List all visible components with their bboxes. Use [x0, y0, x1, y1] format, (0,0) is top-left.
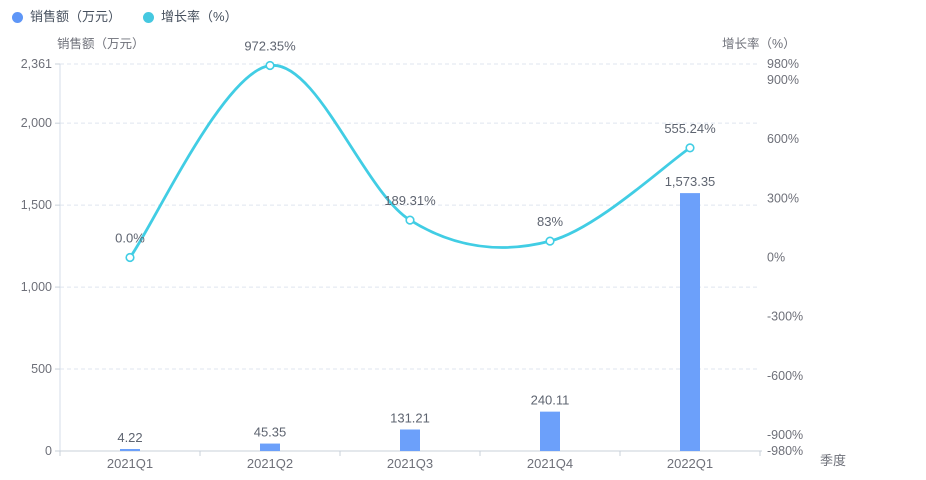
bar-label-2021Q2: 45.35 [254, 425, 287, 440]
right-axis-tick-label: 300% [767, 191, 799, 205]
bar-2021Q4[interactable] [540, 411, 560, 451]
legend-marker-growth-icon [143, 11, 155, 23]
x-axis-label: 2021Q4 [527, 456, 573, 471]
left-axis-tick-label: 2,361 [21, 57, 52, 71]
right-axis-tick-label: 0% [767, 251, 785, 265]
right-axis-tick-label: -980% [767, 444, 803, 458]
legend-item-sales[interactable]: 销售额（万元） [12, 9, 121, 25]
left-axis-tick-label: 0 [45, 444, 52, 458]
growth-line [128, 64, 692, 259]
line-label-2021Q2: 972.35% [244, 39, 296, 54]
bar-2021Q3[interactable] [400, 429, 420, 451]
legend-label-growth: 增长率（%） [161, 9, 238, 24]
line-point-2021Q3[interactable] [405, 215, 415, 225]
legend-item-growth[interactable]: 增长率（%） [143, 9, 238, 25]
left-axis-tick-label: 2,000 [21, 116, 52, 130]
left-axis-tick-label: 1,000 [21, 280, 52, 294]
bar-2021Q2[interactable] [260, 443, 280, 451]
legend-marker-sales-icon [12, 11, 23, 23]
bar-label-2021Q1: 4.22 [117, 430, 142, 445]
x-axis-label: 2021Q2 [247, 456, 293, 471]
bar-2022Q1[interactable] [680, 193, 700, 451]
right-axis-tick-label: -900% [767, 428, 803, 442]
x-axis-label: 2021Q3 [387, 456, 433, 471]
line-label-2022Q1: 555.24% [664, 121, 716, 136]
legend-label-sales: 销售额（万元） [30, 9, 122, 24]
line-label-2021Q1: 0.0% [115, 231, 145, 246]
line-point-2021Q2[interactable] [265, 60, 275, 71]
left-axis-title: 销售额（万元） [57, 37, 145, 51]
line-label-2021Q3: 189.31% [384, 193, 436, 208]
x-axis-name: 季度 [820, 453, 847, 468]
left-axis-tick-label: 1,500 [21, 198, 52, 212]
left-axis-tick-label: 500 [31, 362, 52, 376]
x-axis-label: 2021Q1 [107, 456, 153, 471]
bar-label-2021Q3: 131.21 [390, 410, 430, 425]
line-point-2021Q4[interactable] [545, 236, 555, 246]
bar-label-2022Q1: 1,573.35 [665, 174, 716, 189]
right-axis-tick-label: 980% [767, 57, 799, 71]
line-point-2021Q1[interactable] [125, 252, 135, 263]
bar-label-2021Q4: 240.11 [531, 393, 570, 408]
line-label-2021Q4: 83% [537, 214, 563, 229]
right-axis-tick-label: -300% [767, 310, 803, 324]
bar-2021Q1[interactable] [120, 449, 140, 451]
right-axis-tick-label: -600% [767, 369, 803, 383]
right-axis-title: 增长率（%） [722, 37, 796, 51]
chart-legend: 销售额（万元） 增长率（%） [12, 9, 238, 25]
right-axis-tick-label: 900% [767, 73, 799, 87]
x-axis-label: 2022Q1 [667, 456, 713, 471]
right-axis-tick-label: 600% [767, 132, 799, 146]
line-point-2022Q1[interactable] [685, 143, 695, 153]
